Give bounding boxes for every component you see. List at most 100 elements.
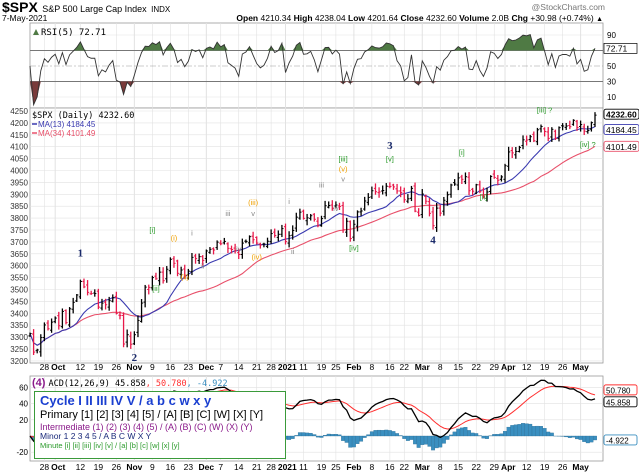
- x-tick-label: Apr: [501, 462, 516, 472]
- macd-histogram-bar: [413, 435, 418, 445]
- rsi-tick-label: 90: [607, 31, 616, 40]
- ohlc-summary: Open 4210.34 High 4238.04 Low 4201.64 Cl…: [236, 14, 603, 24]
- price-tick-label: 3850: [10, 202, 28, 211]
- ohlc-bar: [561, 123, 565, 131]
- price-value: 4232.60: [606, 110, 637, 120]
- price-value-box: [603, 140, 639, 152]
- ohlc-bar: [75, 294, 79, 303]
- ohlc-bar: [168, 257, 172, 275]
- price-tick-label: 3600: [10, 262, 28, 271]
- x-tick-label: 14: [234, 462, 244, 472]
- ohlc-bar: [222, 237, 226, 245]
- price-tick-label: 3950: [10, 178, 28, 187]
- price-tick-label: 4000: [10, 167, 28, 176]
- macd-histogram-bar: [337, 434, 342, 437]
- ohlc-bar: [373, 183, 378, 195]
- macd-histogram-bar: [416, 435, 421, 448]
- ohlc-bar: [179, 266, 183, 279]
- ohlc-bar: [370, 186, 374, 199]
- wave-label: ii: [201, 261, 205, 270]
- high-value: 4238.04: [314, 13, 346, 23]
- wave-label: 2: [132, 352, 138, 364]
- x-tick-label: 28: [266, 362, 276, 372]
- macd-histogram-bar: [290, 435, 295, 439]
- rsi-tick-label: 10: [607, 93, 616, 102]
- rsi-tick-label: 30: [607, 78, 616, 87]
- ohlc-bar: [35, 348, 39, 354]
- ohlc-bar: [107, 296, 111, 311]
- macd-histogram-bar: [294, 435, 299, 437]
- wave-label: [i]: [149, 225, 155, 234]
- ohlc-bar: [244, 239, 248, 244]
- ohlc-bar: [150, 275, 154, 291]
- macd-histogram-bar: [308, 432, 313, 437]
- ohlc-bar: [186, 268, 190, 280]
- price-tick-label: 3650: [10, 250, 28, 259]
- macd-histogram-bar: [344, 435, 349, 443]
- ma13-line: [29, 126, 596, 346]
- x-tick-label: 9: [150, 462, 155, 472]
- ohlc-bar: [85, 280, 90, 296]
- macd-histogram-bar: [398, 435, 403, 437]
- ohlc-bar: [341, 201, 345, 233]
- symbol: $SPX: [2, 0, 38, 15]
- ohlc-bar: [539, 124, 543, 133]
- ohlc-bar: [330, 200, 334, 211]
- x-tick-label: Feb: [346, 462, 361, 472]
- macd-histogram-bar: [499, 433, 504, 437]
- macd-histogram-bar: [524, 423, 529, 437]
- ohlc-bar: [366, 193, 370, 206]
- ohlc-bar: [183, 264, 187, 279]
- wave-label: iii: [225, 209, 230, 218]
- macd-histogram-bar: [567, 435, 572, 438]
- ohlc-bar: [399, 186, 403, 198]
- macd-histogram-bar: [582, 435, 587, 442]
- x-tick-label: 19: [94, 462, 104, 472]
- x-tick-label: 16: [385, 362, 395, 372]
- legend-minute: Minute [i] [ii] [iii] [iv] [v] / [a] [b]…: [40, 440, 180, 450]
- ohlc-bar: [60, 308, 64, 329]
- rsi-value-box: [603, 43, 638, 54]
- ohlc-bar: [211, 247, 216, 255]
- macd-histogram-bar: [341, 435, 346, 441]
- x-tick-label: 12: [522, 362, 532, 372]
- macd-histogram-bar: [359, 435, 364, 442]
- x-tick-label: Dec: [199, 462, 215, 472]
- rsi-value: 72.71: [606, 43, 628, 53]
- ohlc-bar: [175, 259, 180, 277]
- volume-label: Volume: [459, 13, 490, 23]
- ohlc-bar: [582, 123, 586, 135]
- macd-histogram-bar: [571, 435, 576, 438]
- macd-histogram-bar: [528, 423, 533, 437]
- x-tick-label: 2021: [278, 462, 297, 472]
- macd-histogram-bar: [427, 435, 432, 447]
- wave-label: [iii]: [339, 155, 348, 164]
- ohlc-bar: [226, 242, 230, 254]
- x-tick-label: 29: [490, 362, 500, 372]
- x-tick-label: 29: [490, 462, 500, 472]
- wave-label: i: [191, 228, 193, 237]
- macd-histogram-bar: [333, 434, 338, 437]
- x-tick-label: 26: [558, 362, 568, 372]
- ohlc-bar: [78, 279, 82, 300]
- macd-histogram-bar: [373, 430, 378, 437]
- ohlc-bar: [280, 224, 284, 238]
- ohlc-bar: [64, 309, 68, 325]
- macd-histogram-bar: [323, 435, 328, 437]
- legend-intermediate: Intermediate (1) (2) (3) (4) (5) / (A) (…: [40, 421, 253, 432]
- ohlc-bar: [276, 230, 280, 242]
- ohlc-bar: [262, 242, 266, 248]
- ohlc-bar: [579, 120, 583, 132]
- macd-histogram-bar: [575, 435, 579, 440]
- macd-histogram-bar: [351, 435, 356, 448]
- price-tick-label: 3350: [10, 321, 28, 330]
- price-value: 4101.49: [606, 142, 637, 152]
- ohlc-bar: [287, 231, 291, 248]
- macd-histogram-bar: [405, 435, 410, 441]
- x-tick-label: May: [572, 362, 589, 372]
- low-label: Low: [348, 13, 365, 23]
- x-tick-label: 9: [150, 362, 155, 372]
- ohlc-bar: [42, 322, 46, 342]
- macd-value-box: [603, 396, 638, 408]
- ohlc-bar: [327, 201, 331, 209]
